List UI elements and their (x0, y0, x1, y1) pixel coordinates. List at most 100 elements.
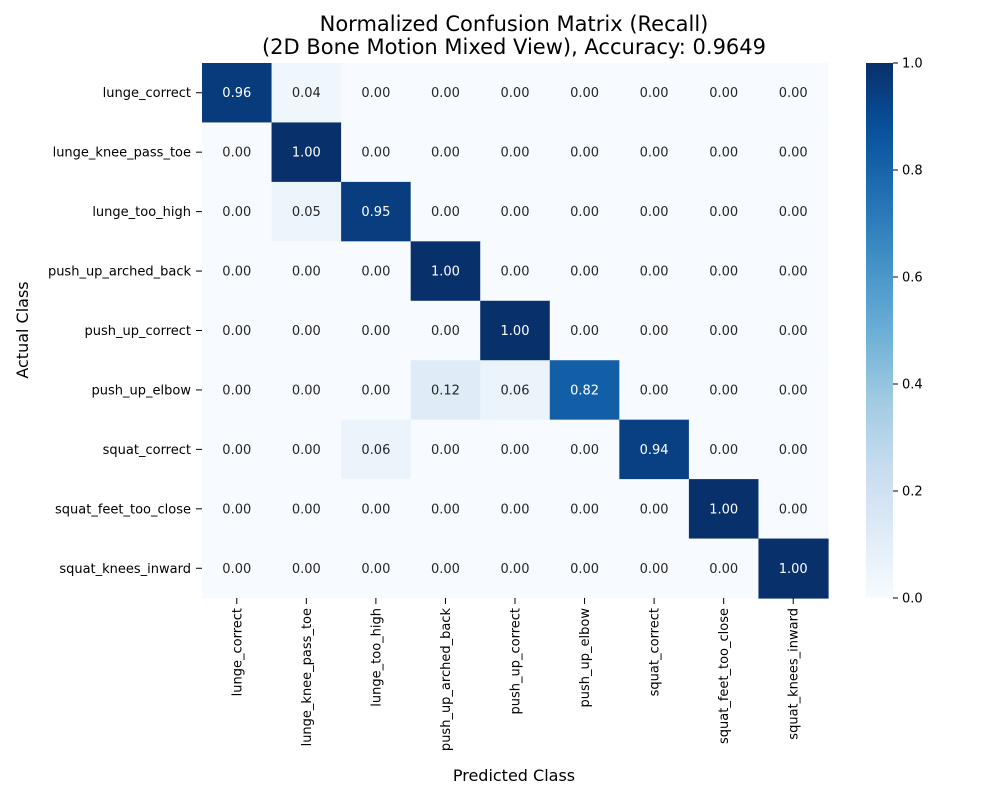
heatmap-cell (271, 360, 342, 421)
cell-value-label: 0.00 (431, 146, 460, 161)
heatmap-cell (549, 122, 620, 183)
heatmap-cell (410, 300, 481, 361)
cell-value-label: 0.00 (640, 383, 669, 398)
heatmap-cell (758, 241, 829, 302)
heatmap-cells: 0.96 0.04 0.00 0.00 0.00 0.00 0.00 0.00 0.00 0.00… (202, 63, 829, 599)
cell-value-label: 1.00 (292, 146, 321, 161)
heatmap-cell (202, 360, 273, 421)
cell-value-label: 0.00 (709, 443, 738, 458)
cell-value-label: 0.00 (222, 562, 251, 577)
cell-value-label: 0.06 (361, 443, 390, 458)
cell-value-label: 0.00 (222, 205, 251, 220)
heatmap-cell (758, 63, 829, 124)
heatmap-cell (549, 479, 620, 540)
cell-value-label: 0.00 (779, 383, 808, 398)
cell-value-label: 1.00 (501, 324, 530, 339)
heatmap-cell (271, 63, 342, 124)
heatmap-cell (758, 538, 829, 599)
cell-value-label: 0.00 (292, 383, 321, 398)
cell-value-label: 0.00 (222, 383, 251, 398)
cell-value-label: 0.00 (779, 265, 808, 280)
cell-value-label: 0.00 (431, 562, 460, 577)
heatmap-cell (480, 241, 551, 302)
heatmap-cell (271, 181, 342, 242)
cell-value-label: 0.00 (570, 86, 599, 101)
y-tick-label: squat_correct (103, 443, 191, 458)
heatmap-cell (758, 360, 829, 421)
cell-value-label: 0.06 (501, 383, 530, 398)
cell-value-label: 0.00 (361, 383, 390, 398)
heatmap-cell (410, 122, 481, 183)
heatmap-cell (619, 181, 690, 242)
chart-title-line-1: Normalized Confusion Matrix (Recall) (320, 12, 709, 36)
heatmap-cell (549, 63, 620, 124)
cell-value-label: 0.00 (640, 502, 669, 517)
heatmap-cell (549, 538, 620, 599)
cell-value-label: 0.12 (431, 383, 460, 398)
heatmap-cell (410, 360, 481, 421)
heatmap-cell (688, 360, 760, 421)
cell-value-label: 0.00 (431, 324, 460, 339)
cell-value-label: 0.00 (292, 502, 321, 517)
heatmap-cell (549, 241, 620, 302)
cell-value-label: 0.00 (640, 86, 669, 101)
x-tick-label: squat_correct (648, 608, 663, 696)
colorbar-tick-label: 0.8 (902, 164, 923, 179)
cell-value-label: 0.00 (779, 146, 808, 161)
heatmap-cell (410, 181, 481, 242)
heatmap-cell (688, 122, 760, 183)
heatmap-cell (758, 122, 829, 183)
cell-value-label: 0.00 (222, 502, 251, 517)
cell-value-label: 1.00 (779, 562, 808, 577)
heatmap-cell (202, 479, 273, 540)
heatmap-cell (202, 63, 273, 124)
x-tick-label: lunge_too_high (369, 608, 384, 707)
heatmap-cell (271, 538, 342, 599)
cell-value-label: 0.00 (292, 265, 321, 280)
cell-value-label: 0.00 (361, 146, 390, 161)
cell-value-label: 0.00 (709, 562, 738, 577)
x-axis-label: Predicted Class (453, 766, 575, 785)
heatmap-cell (271, 300, 342, 361)
colorbar-tick-label: 0.4 (902, 378, 923, 393)
heatmap-cell (480, 300, 551, 361)
cell-value-label: 0.00 (501, 502, 530, 517)
y-axis-ticks: lunge_correct lunge_knee_pass_toe lunge_to… (48, 86, 202, 577)
heatmap-cell (688, 479, 760, 540)
heatmap-cell (480, 63, 551, 124)
heatmap-cell (410, 419, 481, 480)
y-axis-label: Actual Class (13, 281, 32, 378)
heatmap-cell (688, 241, 760, 302)
colorbar-ticks: 0.0 0.2 0.4 0.6 0.8 1.0 (893, 57, 923, 607)
cell-value-label: 0.00 (640, 205, 669, 220)
cell-value-label: 0.00 (570, 265, 599, 280)
heatmap-cell (688, 181, 760, 242)
heatmap-cell (271, 241, 342, 302)
heatmap-cell (341, 122, 412, 183)
heatmap-cell (619, 538, 690, 599)
y-tick-label: push_up_correct (84, 324, 191, 339)
cell-value-label: 0.00 (361, 265, 390, 280)
heatmap-cell (688, 63, 760, 124)
heatmap-cell (480, 419, 551, 480)
heatmap-cell (410, 63, 481, 124)
x-tick-label: push_up_elbow (578, 608, 593, 708)
cell-value-label: 0.00 (501, 205, 530, 220)
cell-value-label: 0.00 (779, 324, 808, 339)
cell-value-label: 0.00 (431, 443, 460, 458)
cell-value-label: 0.00 (222, 146, 251, 161)
cell-value-label: 0.00 (640, 146, 669, 161)
y-tick-label: lunge_knee_pass_toe (53, 146, 191, 161)
heatmap-cell (202, 181, 273, 242)
cell-value-label: 0.00 (361, 86, 390, 101)
heatmap-cell (202, 419, 273, 480)
chart-title-line-2: (2D Bone Motion Mixed View), Accuracy: 0… (262, 35, 766, 59)
colorbar (866, 63, 893, 598)
cell-value-label: 0.00 (292, 324, 321, 339)
heatmap-cell (410, 241, 481, 302)
heatmap-cell (202, 122, 273, 183)
heatmap-cell (758, 300, 829, 361)
cell-value-label: 0.00 (779, 502, 808, 517)
heatmap-cell (480, 181, 551, 242)
heatmap-cell (341, 360, 412, 421)
